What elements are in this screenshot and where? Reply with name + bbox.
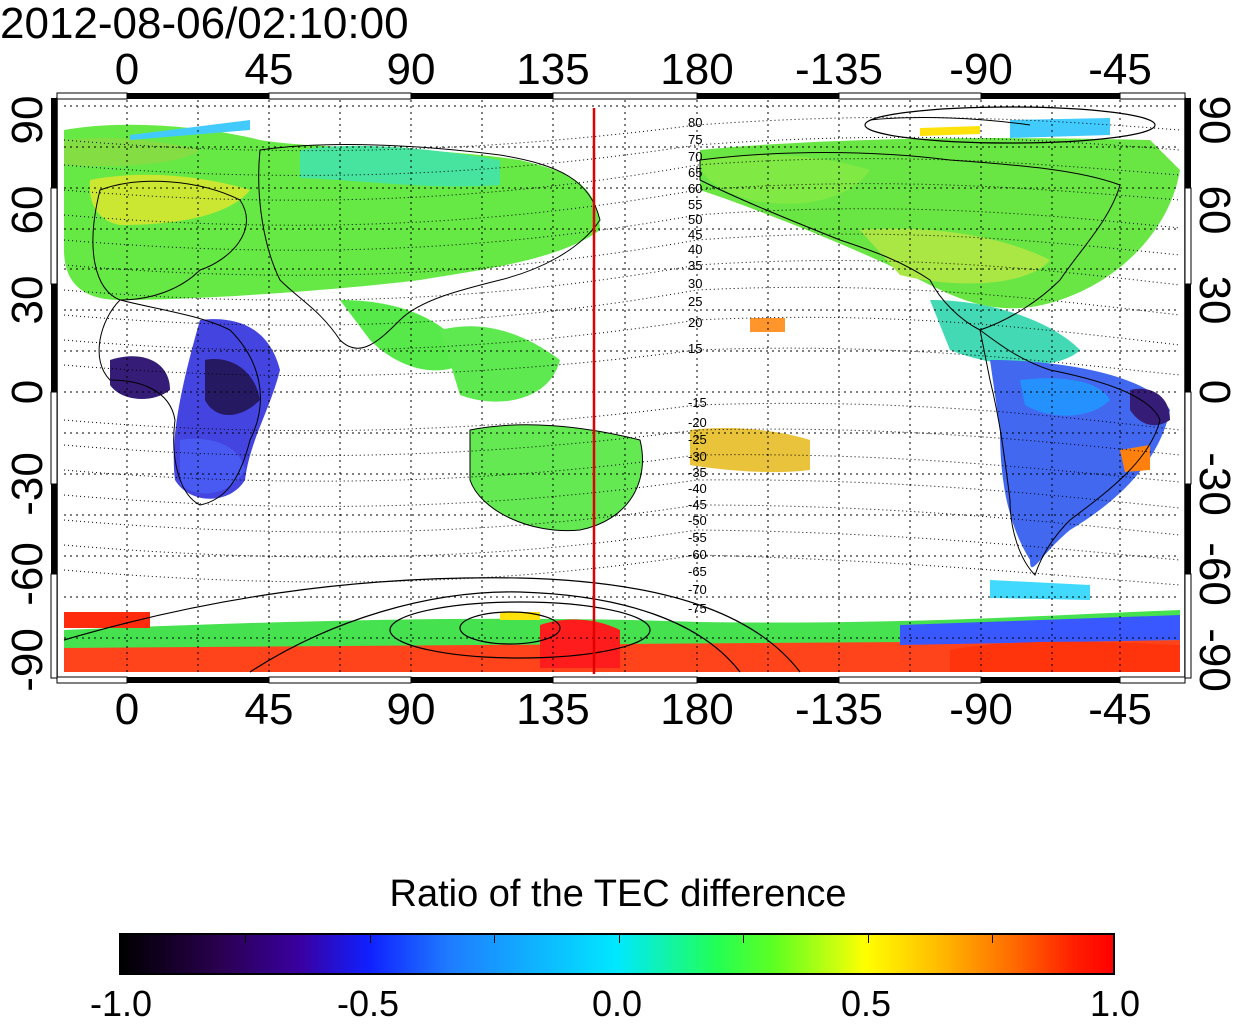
lon-tick-top: 90 [386, 45, 436, 94]
colorbar-tick [245, 935, 246, 943]
lon-tick-top: 45 [244, 45, 294, 94]
colorbar-tick [743, 935, 744, 943]
contour-label-south: -55 [688, 530, 707, 545]
contour-label-south: -25 [688, 432, 707, 447]
contour-label-north: 80 [688, 115, 702, 130]
contour-label-north: 75 [688, 132, 702, 147]
contour-labels: 80 75 70 65 60 55 50 45 40 35 30 25 20 1… [688, 115, 707, 616]
lon-tick-bottom: 0 [114, 685, 140, 734]
contour-label-south: -60 [688, 547, 707, 562]
lon-tick-top: 0 [114, 45, 140, 94]
colorbar-label: 1.0 [1089, 983, 1141, 1024]
contour-label-north: 70 [688, 149, 702, 164]
lon-tick-bottom: -90 [949, 685, 1013, 734]
lon-tick-top: 180 [660, 45, 734, 94]
colorbar-label: 0.0 [591, 983, 643, 1024]
contour-label-north: 60 [688, 181, 702, 196]
latitude-gridlines [64, 105, 1180, 639]
contour-label-north: 25 [688, 294, 702, 309]
contour-label-north: 20 [688, 315, 702, 330]
contour-label-south: -30 [688, 449, 707, 464]
contour-label-north: 35 [688, 258, 702, 273]
colorbar-label: -1.0 [89, 983, 153, 1024]
colorbar-label: -0.5 [336, 983, 400, 1024]
lon-tick-bottom: -135 [794, 685, 884, 734]
contour-label-south: -40 [688, 481, 707, 496]
lon-tick-top: -135 [794, 45, 884, 94]
contour-label-north: 40 [688, 242, 702, 257]
contour-label-south: -20 [688, 415, 707, 430]
colorbar [119, 933, 1115, 975]
contour-label-north: 15 [688, 341, 702, 356]
lon-tick-top: -45 [1088, 45, 1152, 94]
colorbar-tick [868, 935, 869, 943]
colorbar-title: Ratio of the TEC difference [389, 873, 847, 915]
contour-label-south: -65 [688, 564, 707, 579]
colorbar-tick [494, 935, 495, 943]
map-frame [50, 92, 1192, 684]
contour-label-north: 45 [688, 227, 702, 242]
contour-label-south: -15 [688, 395, 707, 410]
colorbar-label: 0.5 [840, 983, 892, 1024]
lon-tick-bottom: 180 [660, 685, 734, 734]
contour-label-north: 50 [688, 212, 702, 227]
colorbar-tick [992, 935, 993, 943]
contour-label-south: -70 [688, 582, 707, 597]
lon-tick-top: -90 [949, 45, 1013, 94]
lon-tick-bottom: 135 [516, 685, 590, 734]
magnetic-latitude-contours [63, 116, 1181, 586]
contour-label-south: -50 [688, 513, 707, 528]
lon-tick-bottom: 90 [386, 685, 436, 734]
lon-tick-top: 135 [516, 45, 590, 94]
contour-label-north: 65 [688, 165, 702, 180]
colorbar-tick [619, 935, 620, 943]
auroral-oval-contours [63, 106, 1156, 673]
coastlines [92, 117, 1161, 576]
tec-data-layer [64, 118, 1180, 672]
contour-label-south: -35 [688, 465, 707, 480]
lon-tick-bottom: -45 [1088, 685, 1152, 734]
contour-label-north: 30 [688, 276, 702, 291]
lon-tick-bottom: 45 [244, 685, 294, 734]
timestamp-title: 2012-08-06/02:10:00 [0, 0, 409, 48]
contour-label-south: -75 [688, 601, 707, 616]
colorbar-tick [370, 935, 371, 943]
tec-map: 80 75 70 65 60 55 50 45 40 35 30 25 20 1… [50, 92, 1192, 684]
contour-label-south: -45 [688, 497, 707, 512]
contour-label-north: 55 [688, 197, 702, 212]
